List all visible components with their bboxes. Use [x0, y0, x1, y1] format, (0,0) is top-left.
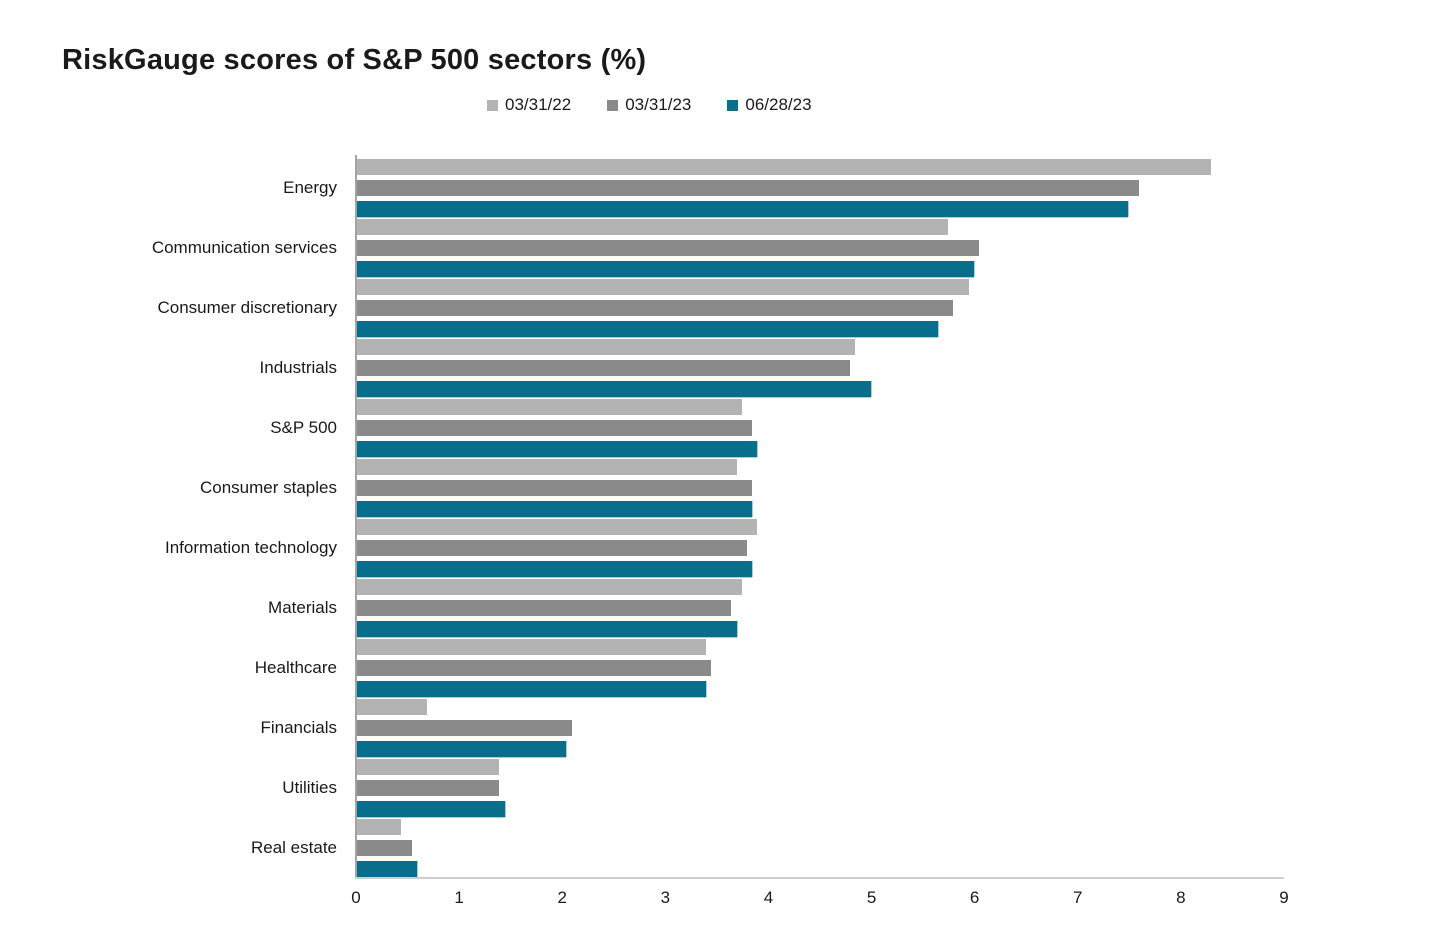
x-tick-label: 7: [1073, 888, 1083, 907]
bar-06/28/23: [355, 741, 567, 757]
bar-03/31/23: [355, 420, 752, 436]
legend-swatch-icon: [727, 99, 739, 111]
category-row: Energy: [0, 158, 1283, 218]
x-tick-label: 3: [660, 888, 671, 907]
y-axis-line: [355, 155, 357, 878]
bar-06/28/23: [355, 441, 758, 457]
bar-group: [355, 278, 1283, 338]
bar-06/28/23: [355, 201, 1129, 217]
bar-06/28/23: [355, 801, 505, 817]
category-row: Communication services: [0, 218, 1283, 278]
chart-title: RiskGauge scores of S&P 500 sectors (%): [62, 44, 647, 76]
legend-label: 03/31/22: [505, 95, 572, 114]
bar-group: [355, 578, 1283, 638]
bar-group: [355, 218, 1283, 278]
bar-chart: Energy Communication services Consumer dis…: [0, 158, 1283, 878]
bar-03/31/22: [355, 639, 706, 655]
x-tick-label: 4: [763, 888, 774, 907]
category-label: Utilities: [282, 778, 337, 797]
category-row: Information technology: [0, 518, 1283, 578]
category-label: Materials: [268, 598, 337, 617]
x-tick-label: 1: [454, 888, 464, 907]
legend-label: 06/28/23: [745, 95, 812, 114]
bar-03/31/23: [355, 780, 500, 796]
category-label: Energy: [283, 178, 337, 197]
x-axis-line: [355, 877, 1284, 879]
bar-06/28/23: [355, 321, 938, 337]
category-label: Real estate: [251, 838, 337, 857]
category-row: Consumer staples: [0, 458, 1283, 518]
bar-06/28/23: [355, 681, 706, 697]
category-label: S&P 500: [270, 418, 337, 437]
bar-group: [355, 158, 1283, 218]
category-row: Real estate: [0, 818, 1283, 878]
category-row: Financials: [0, 698, 1283, 758]
bar-03/31/22: [355, 459, 737, 475]
bar-03/31/23: [355, 840, 412, 856]
bar-group: [355, 518, 1283, 578]
bar-03/31/23: [355, 540, 747, 556]
bar-03/31/22: [355, 159, 1211, 175]
category-row: Healthcare: [0, 638, 1283, 698]
category-row: S&P 500: [0, 398, 1283, 458]
category-label: Industrials: [259, 358, 337, 377]
category-label: Consumer discretionary: [157, 298, 337, 317]
bar-03/31/22: [355, 579, 742, 595]
bar-group: [355, 818, 1283, 878]
bar-03/31/22: [355, 699, 428, 715]
x-axis-ticks: 0 1 2 3 4 5 6 7 8 9: [351, 888, 1288, 912]
bar-06/28/23: [355, 621, 737, 637]
bar-03/31/23: [355, 180, 1139, 196]
bar-03/31/23: [355, 240, 979, 256]
category-label: Healthcare: [254, 658, 337, 677]
bar-03/31/22: [355, 759, 500, 775]
x-tick-label: 2: [557, 888, 567, 907]
category-row: Materials: [0, 578, 1283, 638]
bar-03/31/23: [355, 480, 752, 496]
bar-group: [355, 338, 1283, 398]
bar-03/31/23: [355, 720, 572, 736]
bar-06/28/23: [355, 561, 752, 577]
bar-03/31/22: [355, 519, 758, 535]
bar-group: [355, 458, 1283, 518]
bar-06/28/23: [355, 381, 871, 397]
bar-06/28/23: [355, 861, 417, 877]
legend-swatch-icon: [607, 99, 619, 111]
bar-03/31/22: [355, 819, 402, 835]
bar-03/31/23: [355, 600, 732, 616]
bar-03/31/22: [355, 279, 969, 295]
bar-06/28/23: [355, 261, 974, 277]
legend: 03/31/22 03/31/23 06/28/23: [487, 95, 812, 115]
bar-03/31/22: [355, 339, 856, 355]
category-label: Financials: [260, 718, 337, 737]
bar-03/31/23: [355, 660, 711, 676]
x-tick-label: 5: [866, 888, 877, 907]
category-label: Communication services: [151, 238, 337, 257]
bar-group: [355, 758, 1283, 818]
x-tick-label: 6: [969, 888, 980, 907]
x-tick-label: 9: [1279, 888, 1289, 907]
x-tick-label: 8: [1176, 888, 1186, 907]
legend-label: 03/31/23: [625, 95, 692, 114]
bar-group: [355, 698, 1283, 758]
category-label: Consumer staples: [199, 478, 337, 497]
category-row: Industrials: [0, 338, 1283, 398]
bar-03/31/23: [355, 360, 850, 376]
bar-03/31/23: [355, 300, 954, 316]
legend-item-03/31/23: 03/31/23: [607, 95, 691, 115]
legend-item-06/28/23: 06/28/23: [727, 95, 812, 115]
bar-03/31/22: [355, 399, 742, 415]
legend-item-03/31/22: 03/31/22: [487, 95, 571, 115]
legend-swatch-icon: [487, 99, 498, 111]
bar-06/28/23: [355, 501, 752, 517]
bar-group: [355, 638, 1283, 698]
category-row: Utilities: [0, 758, 1283, 818]
category-label: Information technology: [165, 538, 337, 557]
bar-03/31/22: [355, 219, 948, 235]
bar-group: [355, 398, 1283, 458]
category-row: Consumer discretionary: [0, 278, 1283, 338]
x-tick-label: 0: [351, 888, 361, 907]
